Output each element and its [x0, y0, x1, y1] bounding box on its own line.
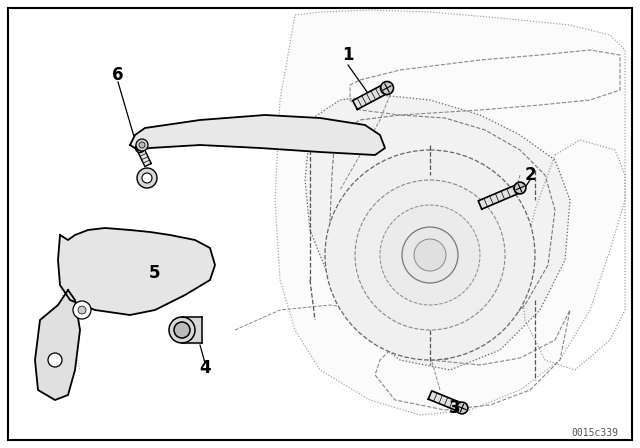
Circle shape [514, 182, 526, 194]
Circle shape [78, 306, 86, 314]
Polygon shape [58, 228, 215, 315]
Polygon shape [305, 95, 570, 370]
Circle shape [48, 353, 62, 367]
Text: 1: 1 [342, 46, 354, 64]
Circle shape [325, 150, 535, 360]
Circle shape [137, 168, 157, 188]
Circle shape [73, 301, 91, 319]
Polygon shape [182, 317, 202, 343]
Circle shape [136, 139, 148, 151]
Text: 5: 5 [149, 264, 161, 282]
Text: 0015c339: 0015c339 [571, 428, 618, 438]
Text: 2: 2 [524, 166, 536, 184]
Circle shape [380, 205, 480, 305]
Circle shape [139, 142, 145, 148]
Polygon shape [428, 391, 464, 412]
Polygon shape [137, 146, 151, 167]
Text: 6: 6 [112, 66, 124, 84]
Text: 4: 4 [199, 359, 211, 377]
Polygon shape [130, 115, 385, 155]
Circle shape [136, 143, 145, 153]
Circle shape [169, 317, 195, 343]
Circle shape [381, 82, 394, 95]
Polygon shape [35, 290, 80, 400]
Circle shape [142, 173, 152, 183]
Circle shape [414, 239, 446, 271]
Circle shape [456, 402, 468, 414]
Polygon shape [478, 184, 522, 209]
Circle shape [174, 322, 190, 338]
Circle shape [402, 227, 458, 283]
Polygon shape [275, 10, 625, 415]
Circle shape [355, 180, 505, 330]
Text: 3: 3 [449, 399, 461, 417]
Polygon shape [353, 84, 389, 109]
